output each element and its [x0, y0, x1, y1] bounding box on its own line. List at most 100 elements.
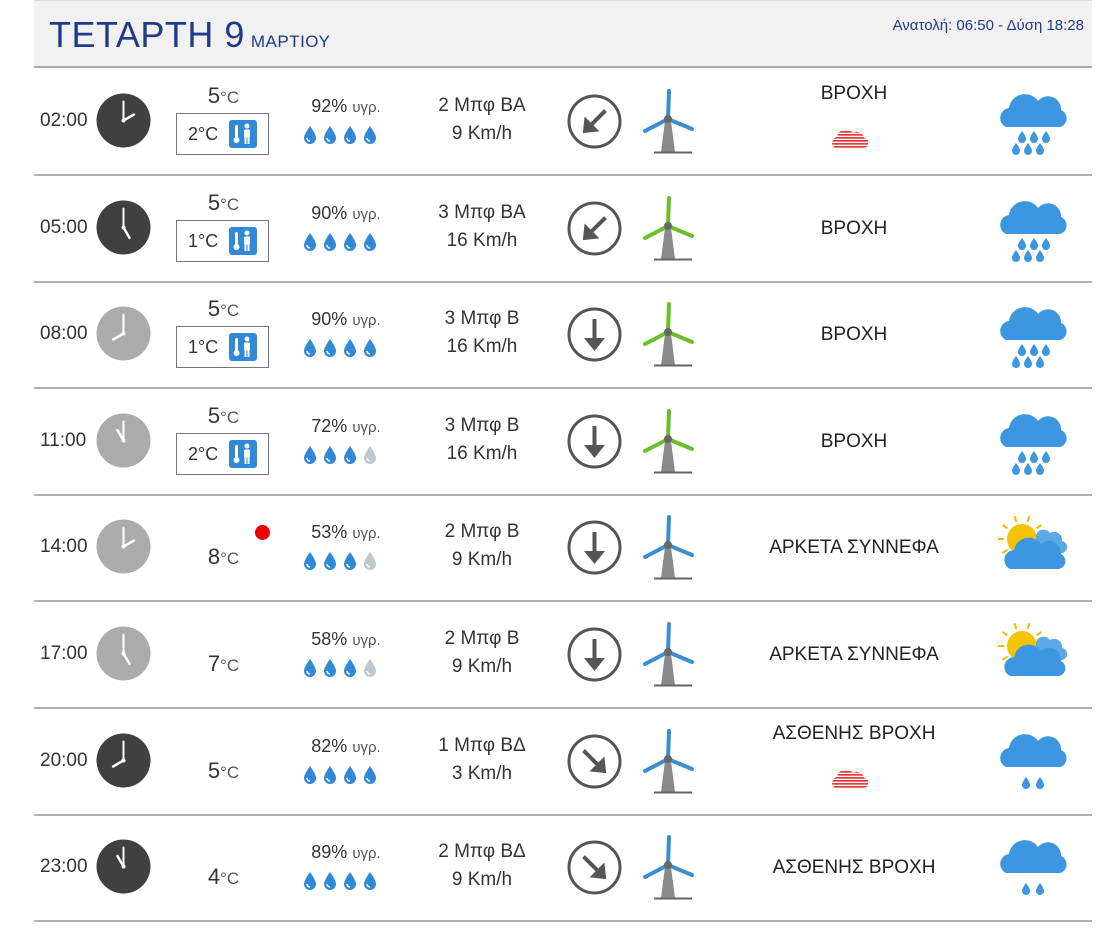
- forecast-time: 05:00: [40, 216, 88, 238]
- weather-condition: ΒΡΟΧΗ: [820, 83, 888, 104]
- wind-speed: 9 Km/h: [451, 123, 513, 144]
- rain-heavy-icon: [996, 407, 1076, 479]
- wind-beaufort: 3 Μπφ Β: [444, 308, 520, 330]
- temperature-unit: °C: [220, 762, 240, 782]
- feels-like-person-icon: [229, 226, 257, 255]
- wind-speed: 16 Km/h: [446, 336, 518, 358]
- wind-speed: 3 Km/h: [451, 762, 513, 784]
- rain-light-icon: [996, 833, 1076, 905]
- clock-icon: [96, 306, 151, 361]
- forecast-row: 14:00 8°C 53% υγρ. 2 Μπφ Β 9 Km/h ΑΡΚΕΤΑ ΣΥΝΝ…: [34, 495, 1092, 603]
- humidity-value: 58%: [311, 629, 348, 649]
- weather-condition: ΒΡΟΧΗ: [820, 430, 888, 452]
- temperature-value: 8: [207, 544, 221, 570]
- wind-turbine-icon: [642, 89, 698, 155]
- temperature-unit: °C: [220, 869, 240, 889]
- wind-speed: 16 Km/h: [446, 442, 518, 464]
- wind-direction-arrow-icon: [566, 733, 623, 790]
- temperature-unit: °C: [220, 301, 240, 321]
- temperature: 5°C: [176, 296, 271, 322]
- feels-like-value: 2°C: [188, 443, 219, 464]
- humidity: 90% υγρ.: [296, 309, 396, 330]
- feels-like-value: 1°C: [188, 337, 219, 358]
- wind-direction-arrow-icon: [566, 519, 623, 576]
- humidity-drops-icon: [302, 869, 382, 891]
- wind-beaufort: 3 Μπφ Β: [444, 414, 520, 436]
- partly-cloudy-icon: [996, 513, 1076, 585]
- wind-turbine-icon: [642, 515, 698, 581]
- humidity-unit: υγρ.: [352, 525, 381, 543]
- humidity-drops-icon: [302, 123, 382, 145]
- wind-beaufort: 2 Μπφ Β: [444, 521, 520, 543]
- forecast-row: 02:00 5°C 2°C 92% υγρ. 2 Μπφ ΒΑ 9 Km/h ΒΡΟΧΗ: [34, 69, 1092, 176]
- weather-condition: ΒΡΟΧΗ: [820, 324, 888, 346]
- humidity-unit: υγρ.: [352, 845, 381, 863]
- humidity-value: 90%: [311, 202, 348, 223]
- clock-icon: [96, 519, 151, 574]
- humidity-drops-icon: [302, 443, 382, 465]
- humidity-unit: υγρ.: [352, 632, 381, 649]
- forecast-time: 02:00: [40, 110, 88, 131]
- wind-direction-arrow-icon: [566, 839, 623, 896]
- wind-turbine-icon: [642, 408, 698, 475]
- humidity-drops-icon: [302, 763, 382, 785]
- humidity: 53% υγρ.: [296, 522, 396, 543]
- humidity-unit: υγρ.: [352, 312, 381, 330]
- forecast-time: 14:00: [40, 536, 88, 558]
- rain-light-icon: [996, 727, 1076, 799]
- day-title: ΤΕΤΑΡΤΗ 9 ΜΑΡΤΙΟΥ: [49, 14, 330, 56]
- forecast-time: 23:00: [40, 856, 88, 878]
- forecast-time: 17:00: [40, 643, 88, 664]
- clock-icon: [96, 626, 151, 681]
- temperature-value: 5: [207, 189, 221, 215]
- temperature: 4°C: [176, 864, 271, 890]
- wind-turbine-icon: [642, 728, 698, 795]
- temperature-value: 5: [207, 83, 221, 108]
- clock-icon: [96, 839, 151, 894]
- humidity-drops-icon: [302, 656, 382, 678]
- temperature: 5°C: [176, 758, 271, 784]
- humidity-value: 90%: [311, 309, 348, 330]
- wind-direction-arrow-icon: [566, 93, 623, 150]
- wind-speed: 9 Km/h: [451, 869, 513, 891]
- wind-speed: 9 Km/h: [451, 656, 513, 677]
- day-header: ΤΕΤΑΡΤΗ 9 ΜΑΡΤΙΟΥ Ανατολή: 06:50 - Δύση 1…: [34, 0, 1092, 68]
- wind-beaufort: 2 Μπφ Β: [444, 628, 520, 649]
- weather-condition: ΑΡΚΕΤΑ ΣΥΝΝΕΦΑ: [769, 644, 939, 665]
- clock-icon: [96, 200, 151, 255]
- humidity-value: 53%: [311, 522, 348, 543]
- wind-speed: 9 Km/h: [451, 549, 513, 571]
- temperature-value: 7: [207, 651, 221, 676]
- temperature-value: 5: [207, 402, 221, 428]
- forecast-row: 17:00 7°C 58% υγρ. 2 Μπφ Β 9 Km/h ΑΡΚΕΤΑ ΣΥΝΝ…: [34, 602, 1092, 709]
- temperature: 5°C: [176, 83, 271, 109]
- feels-like-person-icon: [229, 120, 257, 148]
- feels-like-box: 1°C: [176, 219, 269, 262]
- wind-direction-arrow-icon: [566, 413, 623, 470]
- warning-dot-icon: [255, 525, 270, 541]
- sunrise-sunset: Ανατολή: 06:50 - Δύση 18:28: [892, 17, 1084, 34]
- temperature-unit: °C: [220, 194, 240, 214]
- humidity: 90% υγρ.: [296, 203, 396, 224]
- temperature-unit: °C: [220, 88, 240, 107]
- forecast-row: 05:00 5°C 1°C 90% υγρ. 3 Μπφ ΒΑ 16 Km/h ΒΡΟΧΗ: [34, 176, 1092, 283]
- weather-condition: ΑΡΚΕΤΑ ΣΥΝΝΕΦΑ: [769, 537, 939, 559]
- temperature-value: 5: [207, 296, 221, 322]
- forecast-row: 23:00 4°C 89% υγρ. 2 Μπφ ΒΔ 9 Km/h ΑΣΘΕΝΗΣ ΒΡ…: [34, 815, 1092, 923]
- wind-beaufort: 3 Μπφ ΒΑ: [438, 201, 526, 223]
- wind-beaufort: 2 Μπφ ΒΑ: [438, 95, 526, 116]
- humidity: 89% υγρ.: [296, 842, 396, 863]
- forecast-time: 20:00: [40, 749, 88, 771]
- wind-turbine-icon: [642, 302, 698, 368]
- weather-condition: ΑΣΘΕΝΗΣ ΒΡΟΧΗ: [772, 857, 936, 879]
- wind-turbine-icon: [642, 622, 698, 688]
- humidity-value: 89%: [311, 842, 348, 863]
- forecast-time: 08:00: [40, 323, 88, 345]
- rain-heavy-icon: [996, 300, 1076, 372]
- forecast-row: 11:00 5°C 2°C 72% υγρ. 3 Μπφ Β 16 Km/h ΒΡΟΧΗ: [34, 389, 1092, 496]
- humidity-value: 92%: [311, 96, 348, 116]
- temperature: 5°C: [176, 190, 271, 216]
- forecast-row: 08:00 5°C 1°C 90% υγρ. 3 Μπφ Β 16 Km/h ΒΡΟΧΗ: [34, 282, 1092, 390]
- clock-icon: [96, 93, 151, 148]
- feels-like-person-icon: [229, 439, 257, 468]
